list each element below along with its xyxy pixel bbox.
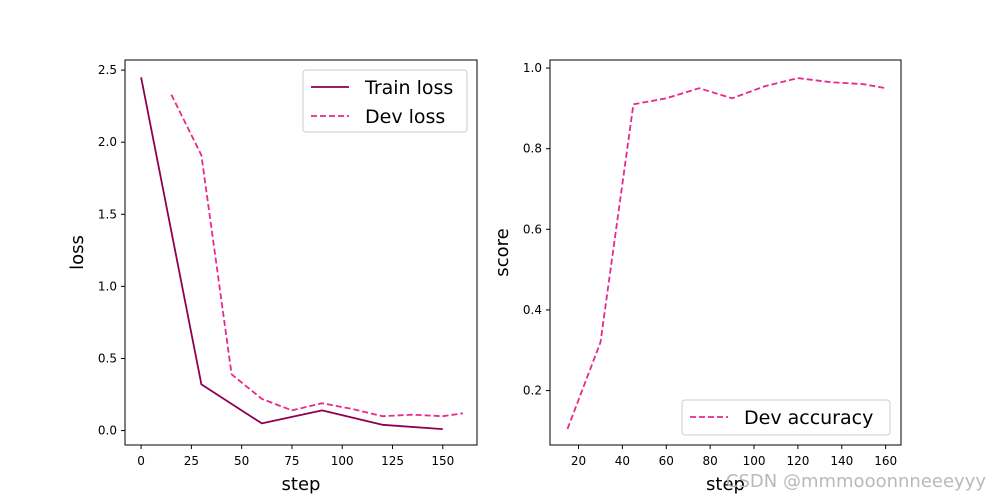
x-tick-label: 60 <box>659 454 674 468</box>
y-tick-label: 0.4 <box>523 303 542 317</box>
y-axis-label: loss <box>67 235 88 270</box>
series-line-dev-loss <box>170 94 464 418</box>
x-tick-label: 25 <box>184 454 199 468</box>
legend: Dev accuracy <box>681 399 891 436</box>
x-tick-label: 75 <box>284 454 299 468</box>
plot-area-frame <box>549 59 902 446</box>
series-line-train-loss <box>140 77 443 430</box>
y-tick-label: 0.5 <box>98 351 117 365</box>
y-axis-label: score <box>492 228 513 276</box>
legend-label: Dev accuracy <box>744 407 873 429</box>
x-axis-label: step <box>282 474 321 495</box>
series-line-dev-accuracy <box>566 77 886 430</box>
plot-area-frame <box>124 59 478 446</box>
x-tick-label: 140 <box>830 454 853 468</box>
x-tick-label: 80 <box>703 454 718 468</box>
x-tick-label: 150 <box>431 454 454 468</box>
y-tick-label: 1.0 <box>523 61 542 75</box>
y-tick-label: 0.0 <box>98 424 117 438</box>
x-tick-label: 160 <box>874 454 897 468</box>
legend: Train loss Dev loss <box>302 69 468 133</box>
y-tick-label: 0.2 <box>523 384 542 398</box>
x-tick-label: 0 <box>137 454 145 468</box>
x-tick-label: 20 <box>571 454 586 468</box>
watermark-text: CSDN @mmmooonnneeeyyy <box>725 471 986 492</box>
y-tick-label: 0.8 <box>523 142 542 156</box>
chart-panel-2: 20 40 60 80 100 120 140 160 0.2 0.4 0.6 0.8 1.0 step s… <box>492 59 902 495</box>
y-tick-label: 2.5 <box>98 63 117 77</box>
y-tick-label: 2.0 <box>98 135 117 149</box>
x-tick-label: 100 <box>743 454 766 468</box>
y-tick-label: 0.6 <box>523 222 542 236</box>
x-tick-label: 125 <box>381 454 404 468</box>
x-tick-label: 40 <box>615 454 630 468</box>
chart-panel-1: 0 25 50 75 100 125 150 0.0 0.5 1.0 1.5 2.0 2.5 step lo… <box>67 59 478 495</box>
legend-frame <box>681 399 891 436</box>
x-tick-label: 100 <box>331 454 354 468</box>
x-tick-label: 120 <box>786 454 809 468</box>
y-tick-label: 1.5 <box>98 207 117 221</box>
legend-label: Train loss <box>364 77 453 99</box>
x-tick-label: 50 <box>234 454 249 468</box>
legend-label: Dev loss <box>365 106 445 128</box>
y-tick-label: 1.0 <box>98 279 117 293</box>
x-axis-label: step <box>706 474 745 495</box>
